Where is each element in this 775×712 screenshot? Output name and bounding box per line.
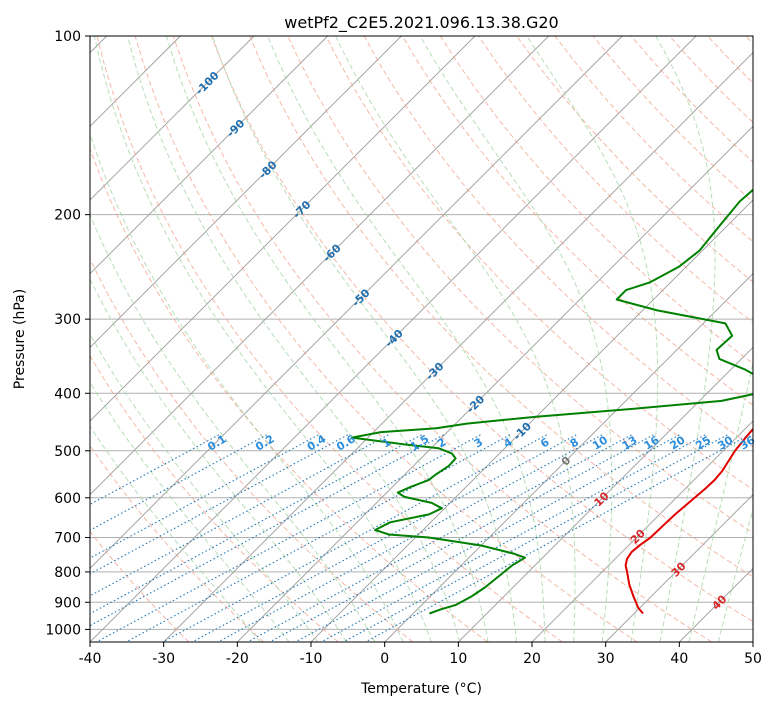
y-tick-label: 300 (54, 312, 81, 328)
x-tick-label: -10 (300, 651, 323, 667)
x-tick-label: -30 (152, 651, 175, 667)
x-tick-label: 0 (380, 651, 389, 667)
y-tick-label: 1000 (45, 622, 81, 638)
x-tick-label: 40 (670, 651, 688, 667)
y-tick-label: 800 (54, 565, 81, 581)
x-tick-label: -20 (226, 651, 249, 667)
y-tick-label: 200 (54, 208, 81, 224)
x-tick-label: 30 (597, 651, 615, 667)
y-tick-label: 900 (54, 595, 81, 611)
y-tick-label: 700 (54, 531, 81, 547)
y-tick-label: 600 (54, 491, 81, 507)
x-axis-label: Temperature (°C) (360, 681, 482, 697)
x-tick-label: -40 (79, 651, 102, 667)
x-tick-label: 20 (523, 651, 541, 667)
y-axis-label: Pressure (hPa) (12, 289, 28, 389)
y-tick-label: 400 (54, 386, 81, 402)
chart-title: wetPf2_C2E5.2021.096.13.38.G20 (284, 13, 558, 33)
y-tick-label: 500 (54, 444, 81, 460)
x-tick-label: 10 (449, 651, 467, 667)
y-tick-label: 100 (54, 29, 81, 45)
x-tick-label: 50 (744, 651, 762, 667)
